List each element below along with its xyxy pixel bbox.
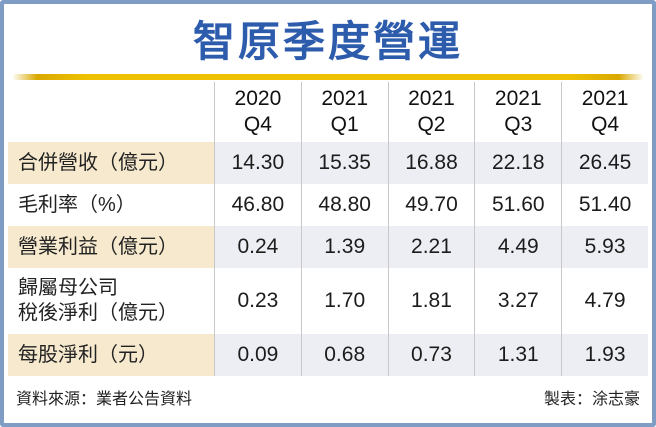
table-cell: 14.30 bbox=[214, 142, 301, 184]
table-cell: 0.09 bbox=[214, 334, 301, 376]
page-title: 智原季度營運 bbox=[192, 18, 463, 65]
corner-cell bbox=[8, 82, 214, 142]
table-cell: 48.80 bbox=[300, 184, 388, 226]
column-header-2021-q3: 2021 Q3 bbox=[474, 82, 561, 142]
table-cell: 0.23 bbox=[214, 268, 301, 334]
table-cell: 5.93 bbox=[561, 226, 648, 268]
table-cell: 1.93 bbox=[561, 334, 648, 376]
table-cell: 0.24 bbox=[214, 226, 301, 268]
table-cell: 1.70 bbox=[300, 268, 388, 334]
table-cell: 26.45 bbox=[561, 142, 648, 184]
table-cell: 22.18 bbox=[474, 142, 562, 184]
column-header-2021-q4: 2021 Q4 bbox=[561, 82, 648, 142]
column-header-2020-q4: 2020 Q4 bbox=[214, 82, 301, 142]
table-cell: 3.27 bbox=[474, 268, 561, 334]
table-cell: 15.35 bbox=[300, 142, 388, 184]
table-cell: 2.21 bbox=[387, 226, 475, 268]
row-label-revenue: 合併營收（億元） bbox=[8, 142, 214, 184]
row-label-eps: 每股淨利（元） bbox=[8, 334, 214, 376]
table-cell: 1.31 bbox=[474, 334, 562, 376]
quarterly-data-table: 2020 Q4 2021 Q1 2021 Q2 2021 Q3 2021 Q4 … bbox=[8, 82, 648, 376]
row-label-gross-margin: 毛利率（%） bbox=[18, 193, 136, 216]
table-cell: 16.88 bbox=[387, 142, 475, 184]
table-cell: 1.39 bbox=[300, 226, 388, 268]
table-cell: 1.81 bbox=[387, 268, 475, 334]
table-cell: 51.60 bbox=[474, 184, 561, 226]
data-source-note: 資料來源：業者公告資料 bbox=[16, 391, 193, 408]
table-credit-note: 製表：涂志豪 bbox=[543, 391, 640, 408]
table-cell: 51.40 bbox=[561, 184, 648, 226]
table-cell: 0.68 bbox=[300, 334, 388, 376]
table-cell: 4.79 bbox=[561, 268, 648, 334]
footer: 資料來源：業者公告資料 製表：涂志豪 bbox=[4, 376, 652, 409]
row-label-net-income: 歸屬母公司 稅後淨利（億元） bbox=[18, 277, 178, 324]
gold-divider-rule bbox=[12, 74, 644, 80]
column-header-2021-q1: 2021 Q1 bbox=[300, 82, 388, 142]
column-header-2021-q2: 2021 Q2 bbox=[387, 82, 475, 142]
row-label-operating-income: 營業利益（億元） bbox=[8, 226, 214, 268]
table-cell: 49.70 bbox=[387, 184, 475, 226]
table-cell: 4.49 bbox=[474, 226, 562, 268]
table-cell: 0.73 bbox=[387, 334, 475, 376]
table-cell: 46.80 bbox=[214, 184, 301, 226]
